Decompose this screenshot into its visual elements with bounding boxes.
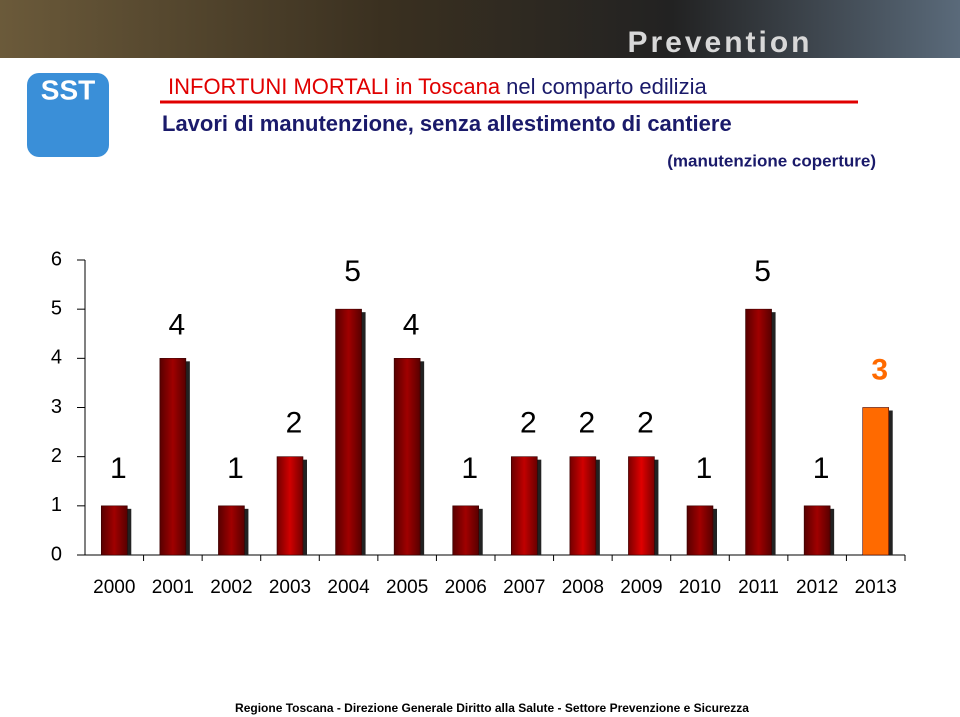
x-tick-label: 2010 [679,577,721,598]
note: (manutenzione coperture) [667,151,876,170]
title-red: INFORTUNI MORTALI in Toscana [168,74,501,99]
x-tick-label: 2003 [269,577,311,598]
data-label: 1 [461,452,478,485]
data-label: 5 [754,255,771,288]
header-banner [0,0,960,58]
x-tick-label: 2005 [386,577,428,598]
bar-shading [394,358,421,555]
bar-shading [745,309,772,555]
bar-shading [218,505,245,555]
bar-shading [159,358,186,555]
data-label: 1 [696,452,713,485]
bar-shading [101,505,128,555]
x-tick-label: 2002 [210,577,252,598]
data-label: 3 [871,353,888,386]
y-tick-label: 4 [51,347,62,369]
y-tick-label: 2 [51,445,62,467]
data-label: 2 [637,407,654,440]
logo-text: SST [41,74,95,105]
banner-text: Prevention [627,26,812,59]
subtitle: Lavori di manutenzione, senza allestimen… [162,111,732,136]
chart: 0 1 2 3 4 5 6 2000 1 2001 4 2002 1 2003 2 2004 5 2005 4 200… [51,248,906,598]
footer: Regione Toscana - Direzione Generale Dir… [235,701,749,715]
x-tick-label: 2004 [327,577,370,598]
data-label: 1 [227,452,244,485]
y-tick-label: 5 [51,297,62,319]
bar-shading [628,456,655,555]
bar-shading [687,505,713,555]
x-tick-label: 2000 [93,577,135,598]
bar-shading [335,309,362,555]
data-label: 2 [579,407,596,440]
data-label: 2 [520,407,537,440]
logo [27,73,109,157]
x-tick-label: 2009 [620,577,662,598]
x-tick-label: 2001 [152,577,194,598]
bar-shading [569,456,596,555]
y-tick-label: 1 [51,494,62,516]
data-label: 2 [286,407,303,440]
data-label: 1 [813,452,830,485]
data-label: 4 [403,308,420,341]
x-tick-label: 2006 [445,577,487,598]
x-tick-label: 2011 [738,577,779,598]
x-tick-label: 2012 [796,577,838,598]
bar-shading [277,456,303,555]
data-label: 1 [110,452,127,485]
y-tick-label: 3 [51,396,62,418]
x-tick-label: 2007 [503,577,545,598]
bar-shading [511,456,538,555]
data-label: 5 [344,255,361,288]
data-label: 4 [169,308,186,341]
title: INFORTUNI MORTALI in Toscana nel comparto… [168,74,707,99]
x-tick-label: 2008 [562,577,604,598]
bar [862,407,890,556]
y-tick-label: 0 [51,543,62,565]
y-tick-label: 6 [51,248,62,270]
bar-shading [804,505,831,555]
title-blue: nel comparto edilizia [506,74,707,99]
x-tick-label: 2013 [855,577,897,598]
bar-shading [452,505,479,555]
